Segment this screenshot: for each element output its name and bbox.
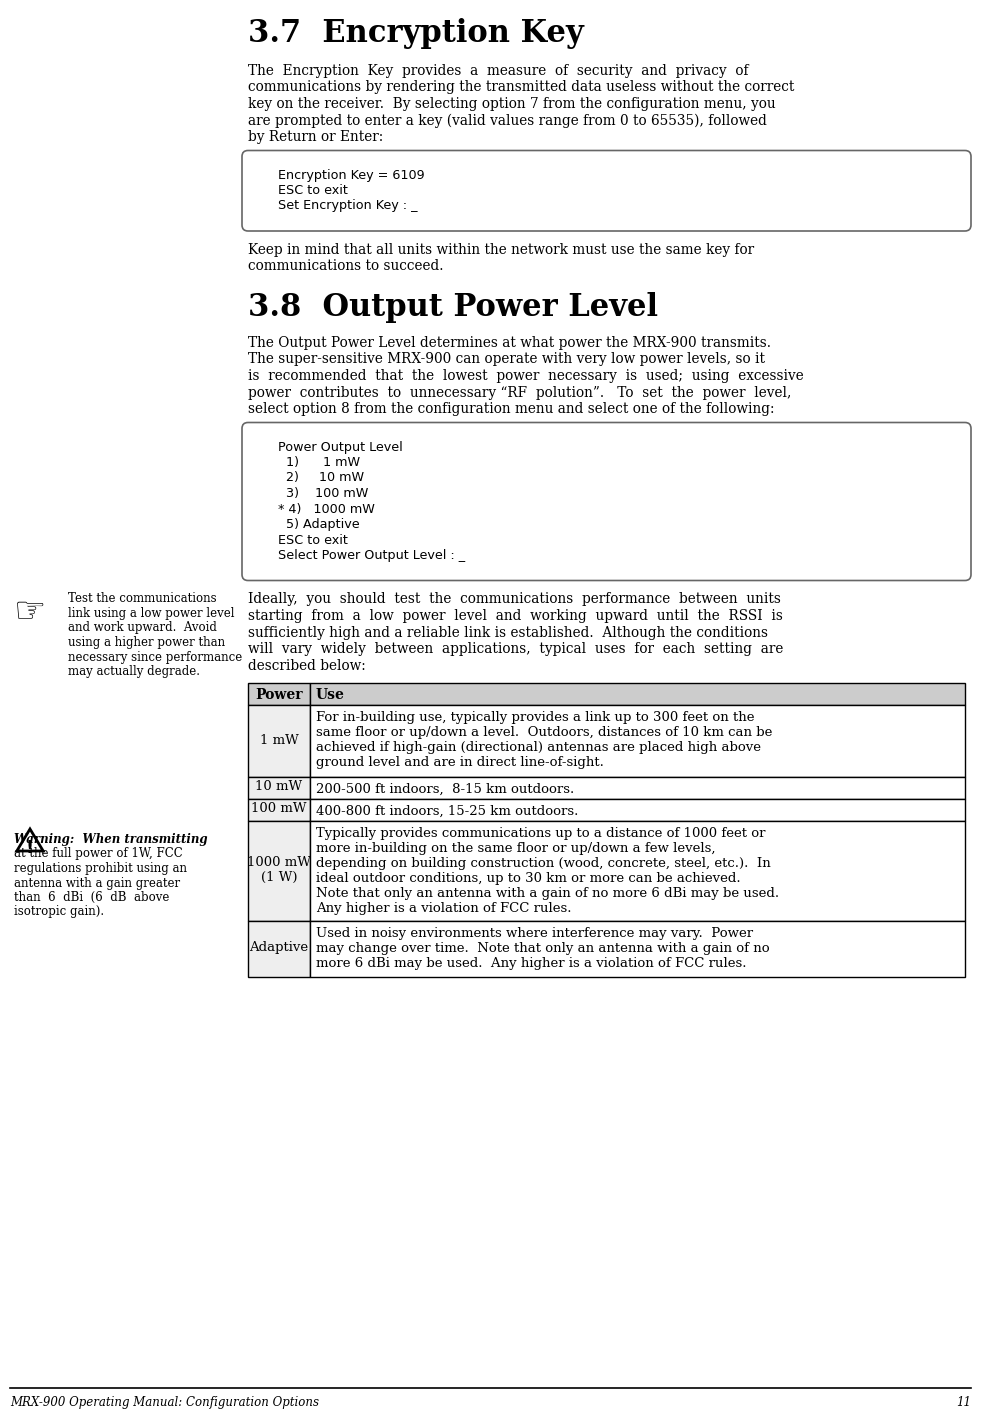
Bar: [248, 920, 310, 977]
Text: may actually degrade.: may actually degrade.: [68, 666, 200, 678]
Text: Power Output Level: Power Output Level: [262, 440, 403, 453]
Text: ground level and are in direct line-of-sight.: ground level and are in direct line-of-s…: [316, 756, 604, 769]
Text: and work upward.  Avoid: and work upward. Avoid: [68, 622, 217, 634]
Polygon shape: [17, 828, 43, 851]
Text: ☞: ☞: [14, 595, 46, 629]
Text: 11: 11: [956, 1396, 971, 1409]
Text: MRX-900 Operating Manual: Configuration Options: MRX-900 Operating Manual: Configuration …: [10, 1396, 319, 1409]
Text: The super-sensitive MRX-900 can operate with very low power levels, so it: The super-sensitive MRX-900 can operate …: [248, 353, 765, 367]
Text: 1 mW: 1 mW: [260, 733, 298, 746]
Text: will  vary  widely  between  applications,  typical  uses  for  each  setting  a: will vary widely between applications, t…: [248, 641, 784, 656]
Text: achieved if high-gain (directional) antennas are placed high above: achieved if high-gain (directional) ante…: [316, 741, 761, 753]
Text: 3)    100 mW: 3) 100 mW: [262, 487, 369, 500]
Text: is  recommended  that  the  lowest  power  necessary  is  used;  using  excessiv: is recommended that the lowest power nec…: [248, 370, 803, 382]
Bar: [310, 799, 965, 821]
Text: power  contributes  to  unnecessary “RF  polution”.   To  set  the  power  level: power contributes to unnecessary “RF pol…: [248, 385, 792, 399]
Text: ideal outdoor conditions, up to 30 km or more can be achieved.: ideal outdoor conditions, up to 30 km or…: [316, 872, 741, 885]
Bar: [310, 777, 965, 799]
Text: Use: Use: [316, 688, 345, 702]
Text: more in-building on the same floor or up/down a few levels,: more in-building on the same floor or up…: [316, 843, 715, 855]
Text: link using a low power level: link using a low power level: [68, 607, 234, 620]
Bar: [248, 683, 310, 705]
Text: key on the receiver.  By selecting option 7 from the configuration menu, you: key on the receiver. By selecting option…: [248, 98, 776, 110]
Text: Encryption Key = 6109: Encryption Key = 6109: [262, 169, 425, 181]
Bar: [310, 821, 965, 920]
Text: 3.7  Encryption Key: 3.7 Encryption Key: [248, 18, 584, 50]
Text: at the full power of 1W, FCC: at the full power of 1W, FCC: [14, 848, 182, 861]
Text: more 6 dBi may be used.  Any higher is a violation of FCC rules.: more 6 dBi may be used. Any higher is a …: [316, 957, 747, 970]
Text: described below:: described below:: [248, 658, 366, 673]
Text: necessary since performance: necessary since performance: [68, 650, 242, 664]
Text: than  6  dBi  (6  dB  above: than 6 dBi (6 dB above: [14, 891, 170, 903]
Text: 100 mW: 100 mW: [251, 803, 307, 816]
Text: 10 mW: 10 mW: [255, 780, 302, 793]
Text: Note that only an antenna with a gain of no more 6 dBi may be used.: Note that only an antenna with a gain of…: [316, 886, 779, 901]
Text: 1)      1 mW: 1) 1 mW: [262, 456, 360, 469]
Text: The  Encryption  Key  provides  a  measure  of  security  and  privacy  of: The Encryption Key provides a measure of…: [248, 64, 749, 78]
Text: using a higher power than: using a higher power than: [68, 636, 225, 649]
Text: !: !: [26, 838, 34, 857]
Text: For in-building use, typically provides a link up to 300 feet on the: For in-building use, typically provides …: [316, 711, 754, 724]
Text: ESC to exit: ESC to exit: [262, 534, 348, 547]
Text: communications to succeed.: communications to succeed.: [248, 259, 443, 273]
FancyBboxPatch shape: [242, 150, 971, 231]
Bar: [248, 821, 310, 920]
Text: by Return or Enter:: by Return or Enter:: [248, 130, 384, 144]
Text: 2)     10 mW: 2) 10 mW: [262, 472, 364, 484]
Text: depending on building construction (wood, concrete, steel, etc.).  In: depending on building construction (wood…: [316, 857, 771, 869]
Text: Keep in mind that all units within the network must use the same key for: Keep in mind that all units within the n…: [248, 244, 754, 256]
Text: 200-500 ft indoors,  8-15 km outdoors.: 200-500 ft indoors, 8-15 km outdoors.: [316, 783, 574, 796]
Text: Adaptive: Adaptive: [249, 942, 309, 954]
Bar: [248, 799, 310, 821]
Text: Set Encryption Key : _: Set Encryption Key : _: [262, 200, 418, 212]
Text: Warning:  When transmitting: Warning: When transmitting: [14, 833, 208, 845]
FancyBboxPatch shape: [242, 422, 971, 581]
Text: select option 8 from the configuration menu and select one of the following:: select option 8 from the configuration m…: [248, 402, 775, 416]
Text: same floor or up/down a level.  Outdoors, distances of 10 km can be: same floor or up/down a level. Outdoors,…: [316, 726, 772, 739]
Text: 1000 mW: 1000 mW: [247, 857, 311, 869]
Text: * 4)   1000 mW: * 4) 1000 mW: [262, 503, 375, 515]
Text: Ideally,  you  should  test  the  communications  performance  between  units: Ideally, you should test the communicati…: [248, 592, 781, 606]
Text: (1 W): (1 W): [261, 871, 297, 884]
Text: communications by rendering the transmitted data useless without the correct: communications by rendering the transmit…: [248, 81, 795, 95]
Text: Power: Power: [255, 688, 303, 702]
Text: may change over time.  Note that only an antenna with a gain of no: may change over time. Note that only an …: [316, 942, 770, 954]
Bar: [310, 683, 965, 705]
Text: ESC to exit: ESC to exit: [262, 184, 348, 197]
Text: sufficiently high and a reliable link is established.  Although the conditions: sufficiently high and a reliable link is…: [248, 626, 768, 640]
Bar: [310, 705, 965, 777]
Text: 3.8  Output Power Level: 3.8 Output Power Level: [248, 292, 658, 323]
Text: regulations prohibit using an: regulations prohibit using an: [14, 862, 187, 875]
Text: 5) Adaptive: 5) Adaptive: [262, 518, 360, 531]
Text: isotropic gain).: isotropic gain).: [14, 905, 104, 919]
Text: Any higher is a violation of FCC rules.: Any higher is a violation of FCC rules.: [316, 902, 572, 915]
Text: Test the communications: Test the communications: [68, 592, 217, 606]
Text: Used in noisy environments where interference may vary.  Power: Used in noisy environments where interfe…: [316, 927, 753, 940]
Text: 400-800 ft indoors, 15-25 km outdoors.: 400-800 ft indoors, 15-25 km outdoors.: [316, 806, 579, 818]
Bar: [248, 705, 310, 777]
Text: antenna with a gain greater: antenna with a gain greater: [14, 877, 181, 889]
Text: are prompted to enter a key (valid values range from 0 to 65535), followed: are prompted to enter a key (valid value…: [248, 113, 767, 127]
Bar: [248, 777, 310, 799]
Text: Typically provides communications up to a distance of 1000 feet or: Typically provides communications up to …: [316, 827, 765, 840]
Text: Select Power Output Level : _: Select Power Output Level : _: [262, 549, 465, 562]
Bar: [310, 920, 965, 977]
Text: starting  from  a  low  power  level  and  working  upward  until  the  RSSI  is: starting from a low power level and work…: [248, 609, 783, 623]
Text: The Output Power Level determines at what power the MRX-900 transmits.: The Output Power Level determines at wha…: [248, 336, 771, 350]
